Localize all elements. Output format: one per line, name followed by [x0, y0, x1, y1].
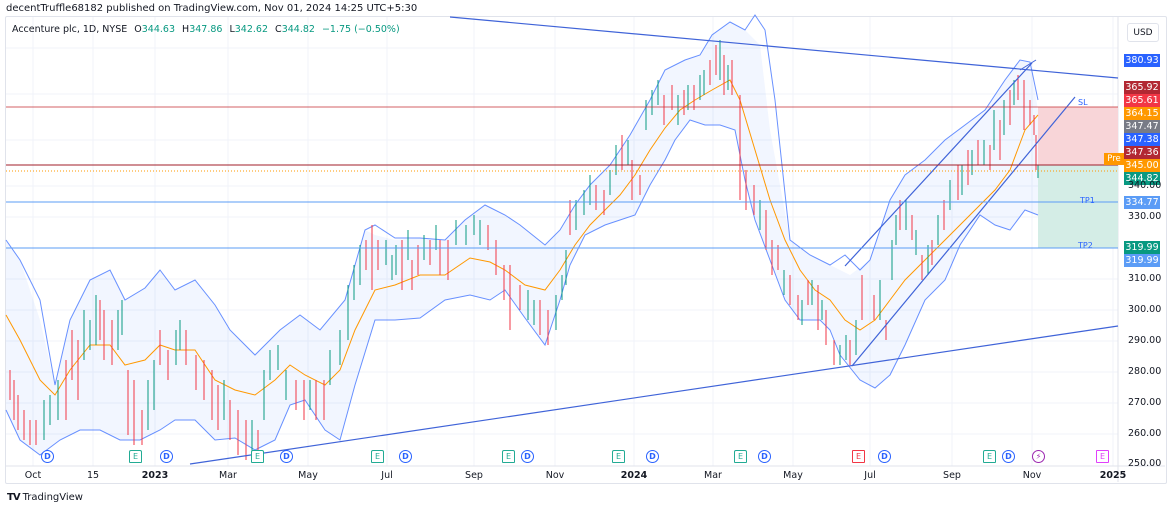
tp1-label: TP1 — [1080, 196, 1095, 205]
low-value: 342.62 — [234, 24, 269, 35]
news-flash-marker[interactable]: ⚡ — [1032, 450, 1045, 463]
y-tick: 280.00 — [1128, 366, 1162, 377]
open-label: O — [134, 24, 142, 35]
earnings-marker[interactable]: E — [251, 450, 264, 463]
dividend-marker[interactable]: D — [1002, 450, 1015, 463]
y-tick: 270.00 — [1128, 397, 1162, 408]
price-label-319-99-b: 319.99 — [1124, 254, 1160, 267]
take-profit-zone — [1038, 165, 1118, 248]
price-label-text: 319.99 — [1125, 242, 1159, 253]
earnings-marker[interactable]: E — [371, 450, 384, 463]
y-tick: 330.00 — [1128, 211, 1162, 222]
price-label-345-00: 345.00 — [1124, 159, 1160, 172]
earnings-marker[interactable]: E — [612, 450, 625, 463]
price-label-text: 380.93 — [1125, 55, 1159, 66]
price-label-text: 344.82 — [1125, 173, 1159, 184]
dividend-marker[interactable]: D — [41, 450, 54, 463]
x-tick: Mar — [704, 470, 722, 481]
x-tick: Oct — [24, 470, 42, 481]
channel-tail-line — [1019, 59, 1037, 71]
price-label-334-77: 334.77 — [1124, 196, 1160, 209]
tp2-label: TP2 — [1078, 241, 1093, 250]
high-value: 347.86 — [189, 24, 223, 35]
close-label: C — [275, 24, 282, 35]
price-label-text: 319.99 — [1125, 255, 1159, 266]
chart-frame — [5, 16, 1167, 484]
bollinger-basis — [5, 79, 1039, 396]
descending-resistance-line — [449, 16, 1119, 79]
symbol-name[interactable]: Accenture plc, 1D, NYSE — [12, 24, 128, 35]
dividend-marker[interactable]: D — [280, 450, 293, 463]
x-tick: Nov — [545, 470, 565, 481]
published-line: decentTruffle68182 published on TradingV… — [6, 3, 418, 14]
y-tick: 340.00 — [1128, 180, 1162, 191]
x-tick: Nov — [1022, 470, 1042, 481]
x-tick: Sep — [465, 470, 483, 481]
price-label-347-47: 347.47 — [1124, 120, 1160, 133]
earnings-miss-marker[interactable]: E — [852, 450, 865, 463]
close-value: 344.82 — [281, 24, 315, 35]
price-label-319-99-a: 319.99 — [1124, 241, 1160, 254]
brand-name: TradingView — [22, 492, 83, 503]
price-label-365-92: 365.92 — [1124, 81, 1160, 94]
price-label-344-82: 344.82 — [1124, 172, 1160, 185]
x-tick: 2024 — [620, 470, 648, 481]
price-label-text: 345.00 — [1125, 160, 1159, 171]
tradingview-brand[interactable]: TV TradingView — [7, 492, 83, 503]
price-label-text: 365.92 — [1125, 82, 1159, 93]
dividend-marker[interactable]: D — [646, 450, 659, 463]
dividend-marker[interactable]: D — [521, 450, 534, 463]
earnings-marker[interactable]: E — [734, 450, 747, 463]
price-label-365-61: 365.61 — [1124, 94, 1160, 107]
pre-market-badge: Pre — [1104, 153, 1124, 165]
tradingview-logo-icon: TV — [7, 492, 21, 503]
price-label-text: 334.77 — [1125, 197, 1159, 208]
high-label: H — [182, 24, 190, 35]
upcoming-earnings-marker[interactable]: E — [1096, 450, 1109, 463]
price-label-364-15: 364.15 — [1124, 107, 1160, 120]
x-tick: Jul — [381, 470, 393, 481]
price-label-380-93: 380.93 — [1124, 54, 1160, 67]
bollinger-lower-band — [5, 119, 1039, 456]
x-tick: May — [298, 470, 318, 481]
dividend-marker[interactable]: D — [758, 450, 771, 463]
x-tick: 15 — [86, 470, 100, 481]
x-tick: 2023 — [141, 470, 169, 481]
y-tick: 290.00 — [1128, 335, 1162, 346]
x-tick: Jul — [864, 470, 876, 481]
dividend-marker[interactable]: D — [399, 450, 412, 463]
x-tick: May — [783, 470, 803, 481]
y-tick: 260.00 — [1128, 428, 1162, 439]
x-tick: Mar — [219, 470, 237, 481]
ascending-support-line — [189, 325, 1119, 465]
price-label-text: 347.38 — [1125, 134, 1159, 145]
dividend-marker[interactable]: D — [878, 450, 891, 463]
candlesticks — [9, 40, 1039, 460]
rising-channel-lower-line — [851, 96, 1076, 367]
price-label-text: 364.15 — [1125, 108, 1159, 119]
price-label-text: 347.36 — [1125, 147, 1159, 158]
earnings-marker[interactable]: E — [502, 450, 515, 463]
symbol-legend: Accenture plc, 1D, NYSE O344.63 H347.86 … — [12, 24, 400, 35]
y-tick: 300.00 — [1128, 304, 1162, 315]
earnings-marker[interactable]: E — [983, 450, 996, 463]
change-value: −1.75 (−0.50%) — [321, 24, 400, 35]
y-tick: 250.00 — [1128, 458, 1162, 469]
dividend-marker[interactable]: D — [160, 450, 173, 463]
price-label-347-38: 347.38 — [1124, 133, 1160, 146]
sl-label: SL — [1078, 98, 1088, 107]
currency-button[interactable]: USD — [1127, 23, 1159, 42]
open-value: 344.63 — [141, 24, 175, 35]
y-tick: 310.00 — [1128, 273, 1162, 284]
bollinger-band-fill — [6, 22, 1038, 455]
price-label-347-36: 347.36 — [1124, 146, 1160, 159]
price-label-text: 347.47 — [1125, 121, 1159, 132]
earnings-marker[interactable]: E — [129, 450, 142, 463]
low-label: L — [229, 24, 235, 35]
x-tick: 2025 — [1099, 470, 1127, 481]
x-tick: Sep — [943, 470, 961, 481]
price-label-text: 365.61 — [1125, 95, 1159, 106]
bollinger-upper-band — [5, 14, 1039, 386]
